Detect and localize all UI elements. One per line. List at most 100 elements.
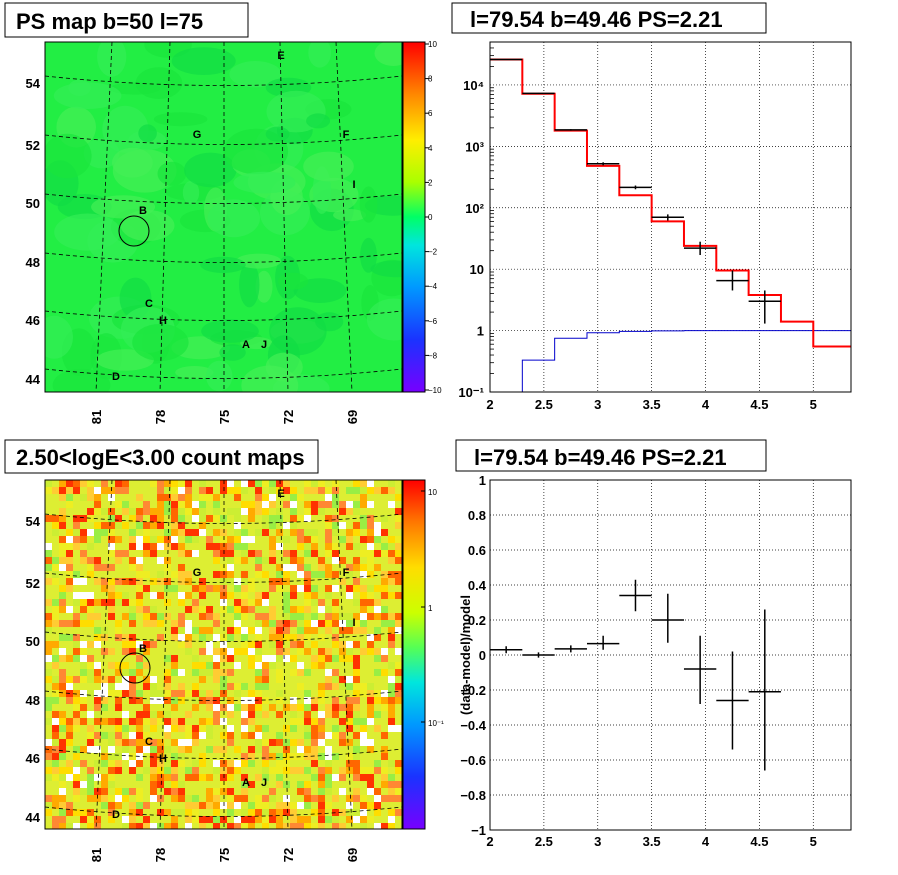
count-map-coordinate-grid xyxy=(45,480,402,829)
count-map-pixel xyxy=(157,620,164,627)
residual-data-point xyxy=(748,609,781,771)
count-map-pixel xyxy=(325,613,332,620)
count-colorbar-tick-label: 10 xyxy=(428,488,437,497)
residual-y-tick-label: −0.2 xyxy=(460,683,486,698)
count-map-pixel xyxy=(66,739,73,746)
cm-lat-tick-label: 54 xyxy=(26,514,41,529)
count-map-pixel xyxy=(290,711,297,718)
count-map-pixel xyxy=(52,732,59,739)
count-map-pixel xyxy=(192,501,199,508)
count-map-pixel xyxy=(73,809,80,816)
count-map-pixel xyxy=(339,557,346,564)
count-map-pixel xyxy=(269,753,276,760)
count-map-pixel xyxy=(339,578,346,585)
ps-map-texture-blob xyxy=(333,209,367,222)
count-map-pixel xyxy=(388,823,395,829)
count-map-pixel xyxy=(276,774,283,781)
count-map-pixel xyxy=(178,508,185,515)
count-map-pixel xyxy=(297,683,304,690)
count-map-pixel xyxy=(108,508,115,515)
count-map-pixel xyxy=(178,620,185,627)
count-map-pixel xyxy=(395,620,402,627)
ps-map-texture-blob xyxy=(201,319,259,343)
count-map-pixel xyxy=(185,795,192,802)
count-map-pixel xyxy=(374,522,381,529)
count-map-source-circle xyxy=(119,652,151,684)
count-map-pixel xyxy=(94,732,101,739)
count-map-pixel xyxy=(192,725,199,732)
count-map-pixel xyxy=(346,627,353,634)
count-map-pixel xyxy=(115,634,122,641)
count-map-pixel xyxy=(59,795,66,802)
count-map-pixel xyxy=(248,718,255,725)
count-map-pixel xyxy=(395,536,402,543)
count-map-pixel xyxy=(115,557,122,564)
count-map-pixel xyxy=(101,753,108,760)
count-map-pixel xyxy=(157,592,164,599)
count-map-pixel xyxy=(360,809,367,816)
count-map-pixel xyxy=(241,578,248,585)
count-map-pixel xyxy=(66,620,73,627)
count-map-pixel xyxy=(80,662,87,669)
count-map-pixel xyxy=(262,711,269,718)
count-map-pixel xyxy=(262,795,269,802)
cm-lat-line xyxy=(45,748,402,759)
count-map-pixel xyxy=(297,823,304,829)
count-map-pixel xyxy=(192,515,199,522)
count-map-pixel xyxy=(52,795,59,802)
count-map-pixel xyxy=(59,753,66,760)
count-map-pixel xyxy=(150,536,157,543)
count-map-pixel xyxy=(318,683,325,690)
count-map-pixel xyxy=(66,767,73,774)
count-map-pixel xyxy=(325,676,332,683)
count-map-pixel xyxy=(255,662,262,669)
count-map-pixel xyxy=(276,753,283,760)
count-map-pixel xyxy=(262,529,269,536)
count-map-pixel xyxy=(255,564,262,571)
count-map-pixel xyxy=(374,655,381,662)
count-map-pixel xyxy=(143,718,150,725)
count-map-pixel xyxy=(213,543,220,550)
count-map-pixel xyxy=(73,571,80,578)
count-map-pixel xyxy=(45,795,52,802)
count-map-pixel xyxy=(234,795,241,802)
count-map-pixel xyxy=(276,802,283,809)
count-map-pixel xyxy=(304,480,311,487)
count-map-pixel xyxy=(374,536,381,543)
count-map-pixel xyxy=(80,550,87,557)
count-map-pixel xyxy=(87,690,94,697)
count-map-pixel xyxy=(73,599,80,606)
count-map-pixel xyxy=(45,627,52,634)
count-map-pixel xyxy=(66,606,73,613)
ps-lon-tick-label: 78 xyxy=(153,410,168,424)
count-map-pixel xyxy=(346,718,353,725)
count-map-pixel xyxy=(59,536,66,543)
count-map-pixel xyxy=(332,655,339,662)
count-map-pixel xyxy=(353,543,360,550)
count-map-pixel xyxy=(66,543,73,550)
count-map-pixel xyxy=(122,669,129,676)
count-map-pixel xyxy=(311,620,318,627)
count-map-pixel xyxy=(262,494,269,501)
count-map-pixel xyxy=(367,746,374,753)
count-map-pixel xyxy=(283,725,290,732)
count-map-pixel xyxy=(325,816,332,823)
residual-data-point xyxy=(651,593,684,643)
residual-x-tick-label: 2 xyxy=(486,834,493,849)
count-map-pixel xyxy=(304,823,311,829)
count-map-pixel xyxy=(52,774,59,781)
count-map-pixel xyxy=(45,620,52,627)
count-map-pixel xyxy=(241,781,248,788)
count-map-pixel xyxy=(262,515,269,522)
count-map-title: 2.50<logE<3.00 count maps xyxy=(16,445,305,470)
count-map-pixel xyxy=(143,508,150,515)
count-map-pixel xyxy=(73,522,80,529)
count-map-pixel xyxy=(129,669,136,676)
count-map-pixel xyxy=(185,508,192,515)
count-map-pixel xyxy=(367,599,374,606)
ps-map-texture-blob xyxy=(374,42,402,66)
count-map-pixel xyxy=(157,487,164,494)
count-map-pixel xyxy=(164,760,171,767)
